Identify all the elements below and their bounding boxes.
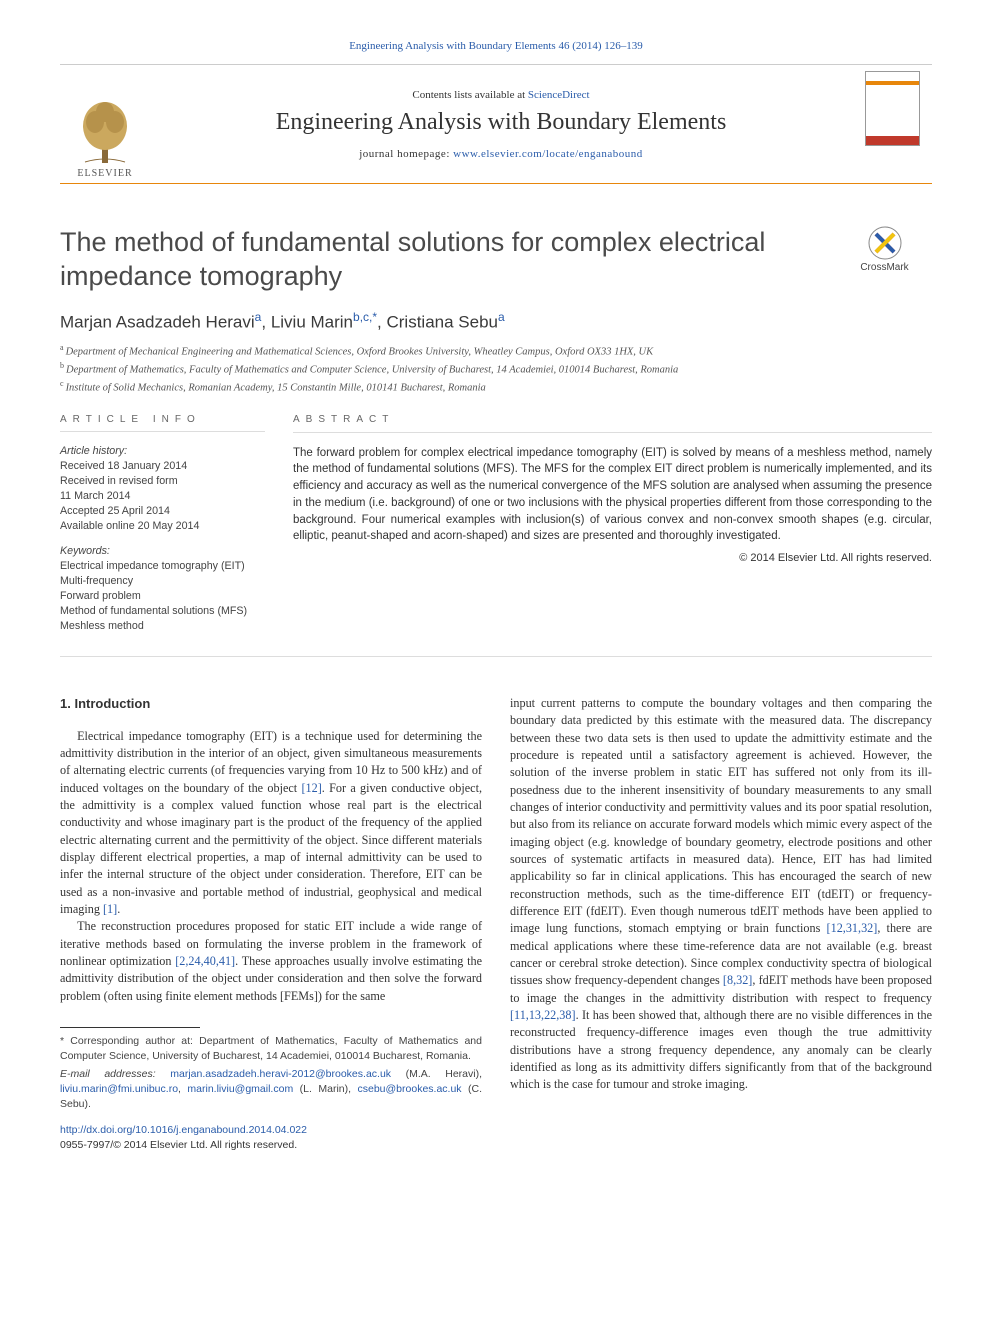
email-3[interactable]: marin.liviu@gmail.com bbox=[187, 1083, 293, 1095]
history-received: Received 18 January 2014 bbox=[60, 459, 265, 474]
citation-header: Engineering Analysis with Boundary Eleme… bbox=[60, 40, 932, 52]
keyword-4: Meshless method bbox=[60, 619, 265, 634]
publisher-name: ELSEVIER bbox=[77, 168, 132, 179]
journal-banner: ELSEVIER Contents lists available at Sci… bbox=[60, 64, 932, 184]
affiliation-a: Department of Mechanical Engineering and… bbox=[66, 347, 654, 358]
emails: E-mail addresses: marjan.asadzadeh.herav… bbox=[60, 1067, 482, 1111]
crossmark-badge[interactable]: CrossMark bbox=[837, 226, 932, 273]
abstract-heading: ABSTRACT bbox=[293, 413, 932, 433]
issn-rights: 0955-7997/© 2014 Elsevier Ltd. All right… bbox=[60, 1138, 482, 1153]
section-title-1: 1. Introduction bbox=[60, 695, 482, 713]
sciencedirect-link[interactable]: ScienceDirect bbox=[528, 89, 590, 101]
crossmark-label: CrossMark bbox=[860, 262, 908, 273]
contents-prefix: Contents lists available at bbox=[412, 89, 527, 101]
keyword-0: Electrical impedance tomography (EIT) bbox=[60, 559, 265, 574]
journal-name: Engineering Analysis with Boundary Eleme… bbox=[150, 109, 852, 136]
publisher-logo-block: ELSEVIER bbox=[60, 65, 150, 183]
affiliation-b: Department of Mathematics, Faculty of Ma… bbox=[66, 364, 678, 375]
abstract-text: The forward problem for complex electric… bbox=[293, 445, 932, 545]
aff-3[interactable]: a bbox=[498, 310, 505, 324]
keyword-2: Forward problem bbox=[60, 589, 265, 604]
history-label: Article history: bbox=[60, 444, 265, 459]
ref-12[interactable]: [12] bbox=[301, 781, 321, 795]
ref-1[interactable]: [1] bbox=[103, 902, 117, 916]
ref-12-31-32[interactable]: [12,31,32] bbox=[827, 921, 878, 935]
history-revised-date: 11 March 2014 bbox=[60, 489, 265, 504]
crossmark-icon bbox=[868, 226, 902, 260]
keywords-label: Keywords: bbox=[60, 544, 265, 559]
affiliations: aDepartment of Mechanical Engineering an… bbox=[60, 342, 932, 395]
elsevier-tree-icon bbox=[75, 96, 135, 166]
email-4[interactable]: csebu@brookes.ac.uk bbox=[358, 1083, 462, 1095]
author-2: Liviu Marin bbox=[271, 312, 353, 331]
article-info-heading: ARTICLE INFO bbox=[60, 413, 265, 432]
article-title: The method of fundamental solutions for … bbox=[60, 226, 837, 294]
keyword-3: Method of fundamental solutions (MFS) bbox=[60, 604, 265, 619]
email-2[interactable]: liviu.marin@fmi.unibuc.ro bbox=[60, 1083, 178, 1095]
footnotes: * Corresponding author at: Department of… bbox=[60, 1027, 482, 1111]
doi-block: http://dx.doi.org/10.1016/j.enganabound.… bbox=[60, 1123, 482, 1153]
aff-2[interactable]: b,c, bbox=[353, 310, 372, 324]
affiliation-c: Institute of Solid Mechanics, Romanian A… bbox=[66, 382, 486, 393]
abstract-rights: © 2014 Elsevier Ltd. All rights reserved… bbox=[293, 551, 932, 567]
history-accepted: Accepted 25 April 2014 bbox=[60, 504, 265, 519]
ref-2-24-40-41[interactable]: [2,24,40,41] bbox=[175, 954, 235, 968]
abstract: ABSTRACT The forward problem for complex… bbox=[293, 413, 932, 644]
ref-8-32[interactable]: [8,32] bbox=[723, 973, 752, 987]
corr-marker[interactable]: * bbox=[372, 310, 377, 324]
citation-link[interactable]: Engineering Analysis with Boundary Eleme… bbox=[349, 40, 643, 52]
doi-link[interactable]: http://dx.doi.org/10.1016/j.enganabound.… bbox=[60, 1124, 307, 1136]
homepage-label: journal homepage: bbox=[359, 148, 453, 160]
para-1: Electrical impedance tomography (EIT) is… bbox=[60, 728, 482, 919]
keyword-1: Multi-frequency bbox=[60, 574, 265, 589]
article-info: ARTICLE INFO Article history: Received 1… bbox=[60, 413, 265, 644]
contents-line: Contents lists available at ScienceDirec… bbox=[150, 89, 852, 101]
author-3: Cristiana Sebu bbox=[386, 312, 498, 331]
email-1[interactable]: marjan.asadzadeh.heravi-2012@brookes.ac.… bbox=[170, 1068, 391, 1080]
para-3: input current patterns to compute the bo… bbox=[510, 695, 932, 1094]
ref-11-13-22-38[interactable]: [11,13,22,38] bbox=[510, 1008, 576, 1022]
author-1: Marjan Asadzadeh Heravi bbox=[60, 312, 255, 331]
aff-1[interactable]: a bbox=[255, 310, 262, 324]
homepage-link[interactable]: www.elsevier.com/locate/enganabound bbox=[453, 148, 643, 160]
author-list: Marjan Asadzadeh Heravia, Liviu Marinb,c… bbox=[60, 310, 932, 333]
para-2: The reconstruction procedures proposed f… bbox=[60, 918, 482, 1005]
article-body: 1. Introduction Electrical impedance tom… bbox=[60, 695, 932, 1153]
corresponding-footnote: * Corresponding author at: Department of… bbox=[60, 1034, 482, 1063]
history-online: Available online 20 May 2014 bbox=[60, 519, 265, 534]
history-revised: Received in revised form bbox=[60, 474, 265, 489]
journal-cover-thumbnail bbox=[865, 71, 920, 146]
